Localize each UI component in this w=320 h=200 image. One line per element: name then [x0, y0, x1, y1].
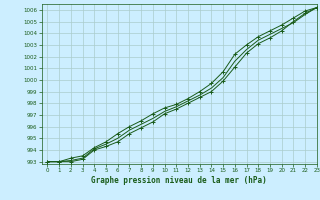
X-axis label: Graphe pression niveau de la mer (hPa): Graphe pression niveau de la mer (hPa): [91, 176, 267, 185]
